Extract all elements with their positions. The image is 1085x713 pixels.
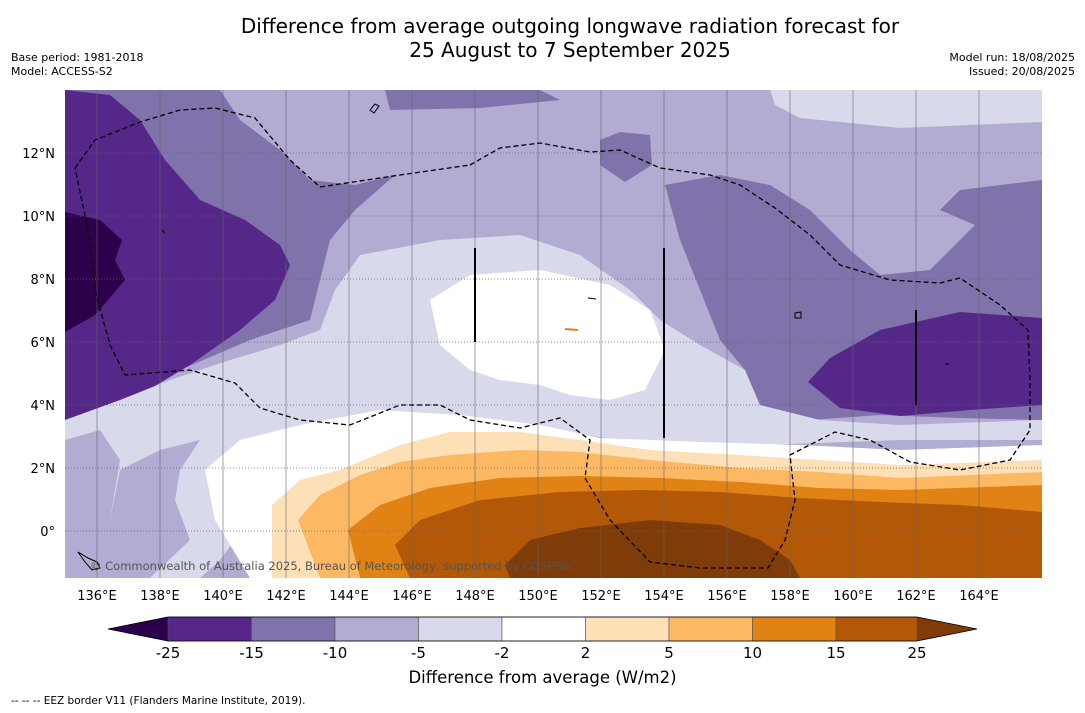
lon-tick-148e: 148°E: [455, 589, 495, 604]
lat-tick-0: 0°: [40, 525, 55, 540]
lat-tick-2n: 2°N: [31, 462, 56, 477]
lat-tick-12n: 12°N: [22, 147, 55, 162]
band-top-right-light: [770, 90, 1042, 128]
colorbar-label: 15: [826, 644, 845, 662]
title-line-1: Difference from average outgoing longwav…: [240, 14, 900, 38]
lon-tick-144e: 144°E: [329, 589, 369, 604]
island-outlines: [77, 103, 949, 571]
run-info: Model run: 18/08/2025 Issued: 20/08/2025: [949, 51, 1075, 79]
colorbar-label: 2: [581, 644, 591, 662]
colorbar-label: -2: [495, 644, 510, 662]
colorbar-extend-max: [917, 617, 977, 641]
issued-date-text: Issued: 20/08/2025: [968, 65, 1075, 78]
band-lower-left-2: [100, 440, 200, 578]
copyright-text: © Commonwealth of Australia 2025, Bureau…: [90, 559, 574, 573]
lon-tick-138e: 138°E: [140, 589, 180, 604]
title-line-2: 25 August to 7 September 2025: [409, 38, 731, 62]
colorbar-label: 25: [907, 644, 926, 662]
model-info: Base period: 1981-2018 Model: ACCESS-S2: [11, 51, 143, 79]
colorbar-swatch: [501, 616, 586, 642]
colorbar-swatch: [418, 616, 503, 642]
colorbar-swatch: [668, 616, 753, 642]
longitude-axis: 136°E 138°E 140°E 142°E 144°E 146°E 148°…: [77, 589, 999, 604]
colorbar-label: -15: [239, 644, 264, 662]
band-minus-15-top: [385, 90, 560, 110]
model-run-text: Model run: 18/08/2025: [949, 51, 1075, 64]
lat-tick-10n: 10°N: [22, 210, 55, 225]
region-markers: [474, 248, 917, 438]
colorbar-label: 10: [743, 644, 762, 662]
lon-tick-142e: 142°E: [266, 589, 306, 604]
anomaly-field: © Commonwealth of Australia 2025, Bureau…: [65, 90, 1042, 578]
base-period-text: Base period: 1981-2018: [11, 51, 144, 64]
colorbar: [107, 616, 978, 642]
lon-tick-136e: 136°E: [77, 589, 117, 604]
latitude-gridlines: [65, 152, 1042, 532]
colorbar-swatch: [167, 616, 252, 642]
model-name-text: Model: ACCESS-S2: [11, 65, 113, 78]
colorbar-swatch: [752, 616, 837, 642]
lat-tick-8n: 8°N: [31, 273, 56, 288]
colorbar-swatch: [835, 616, 918, 642]
colorbar-extend-min: [108, 617, 168, 641]
band-neutral-center: [430, 270, 665, 400]
band-minus-25-left: [65, 90, 290, 432]
band-below-minus-25: [65, 212, 125, 332]
lon-tick-152e: 152°E: [581, 589, 621, 604]
lon-tick-140e: 140°E: [203, 589, 243, 604]
band-minus-25-right: [808, 312, 1042, 416]
lon-tick-164e: 164°E: [959, 589, 999, 604]
map-title: Difference from average outgoing longwav…: [0, 14, 1085, 62]
lon-tick-154e: 154°E: [644, 589, 684, 604]
lon-tick-146e: 146°E: [392, 589, 432, 604]
lon-tick-156e: 156°E: [707, 589, 747, 604]
colorbar-swatch: [251, 616, 336, 642]
latitude-axis: 12°N 10°N 8°N 6°N 4°N 2°N 0°: [22, 147, 55, 540]
colorbar-labels: -25 -15 -10 -5 -2 2 5 10 15 25: [156, 644, 927, 662]
band-minus-5-to-minus-2: [65, 235, 1042, 578]
lat-tick-4n: 4°N: [31, 399, 56, 414]
eez-legend-note: -- -- -- EEZ border V11 (Flanders Marine…: [11, 695, 306, 707]
longitude-gridlines: [96, 90, 980, 578]
lat-tick-6n: 6°N: [31, 336, 56, 351]
eez-borders: [74, 107, 1031, 569]
lon-tick-160e: 160°E: [833, 589, 873, 604]
colorbar-swatch: [334, 616, 419, 642]
band-minus-15-patch: [600, 132, 652, 182]
lon-tick-162e: 162°E: [896, 589, 936, 604]
lon-tick-158e: 158°E: [770, 589, 810, 604]
island-anomaly-dot: [564, 328, 579, 331]
band-lower-left: [65, 430, 120, 578]
colorbar-label: 5: [664, 644, 674, 662]
colorbar-label: -25: [156, 644, 181, 662]
colorbar-title: Difference from average (W/m2): [408, 668, 677, 687]
colorbar-label: -5: [411, 644, 426, 662]
band-above-25: [505, 520, 800, 578]
lon-tick-150e: 150°E: [518, 589, 558, 604]
colorbar-label: -10: [323, 644, 348, 662]
colorbar-swatch: [585, 616, 670, 642]
